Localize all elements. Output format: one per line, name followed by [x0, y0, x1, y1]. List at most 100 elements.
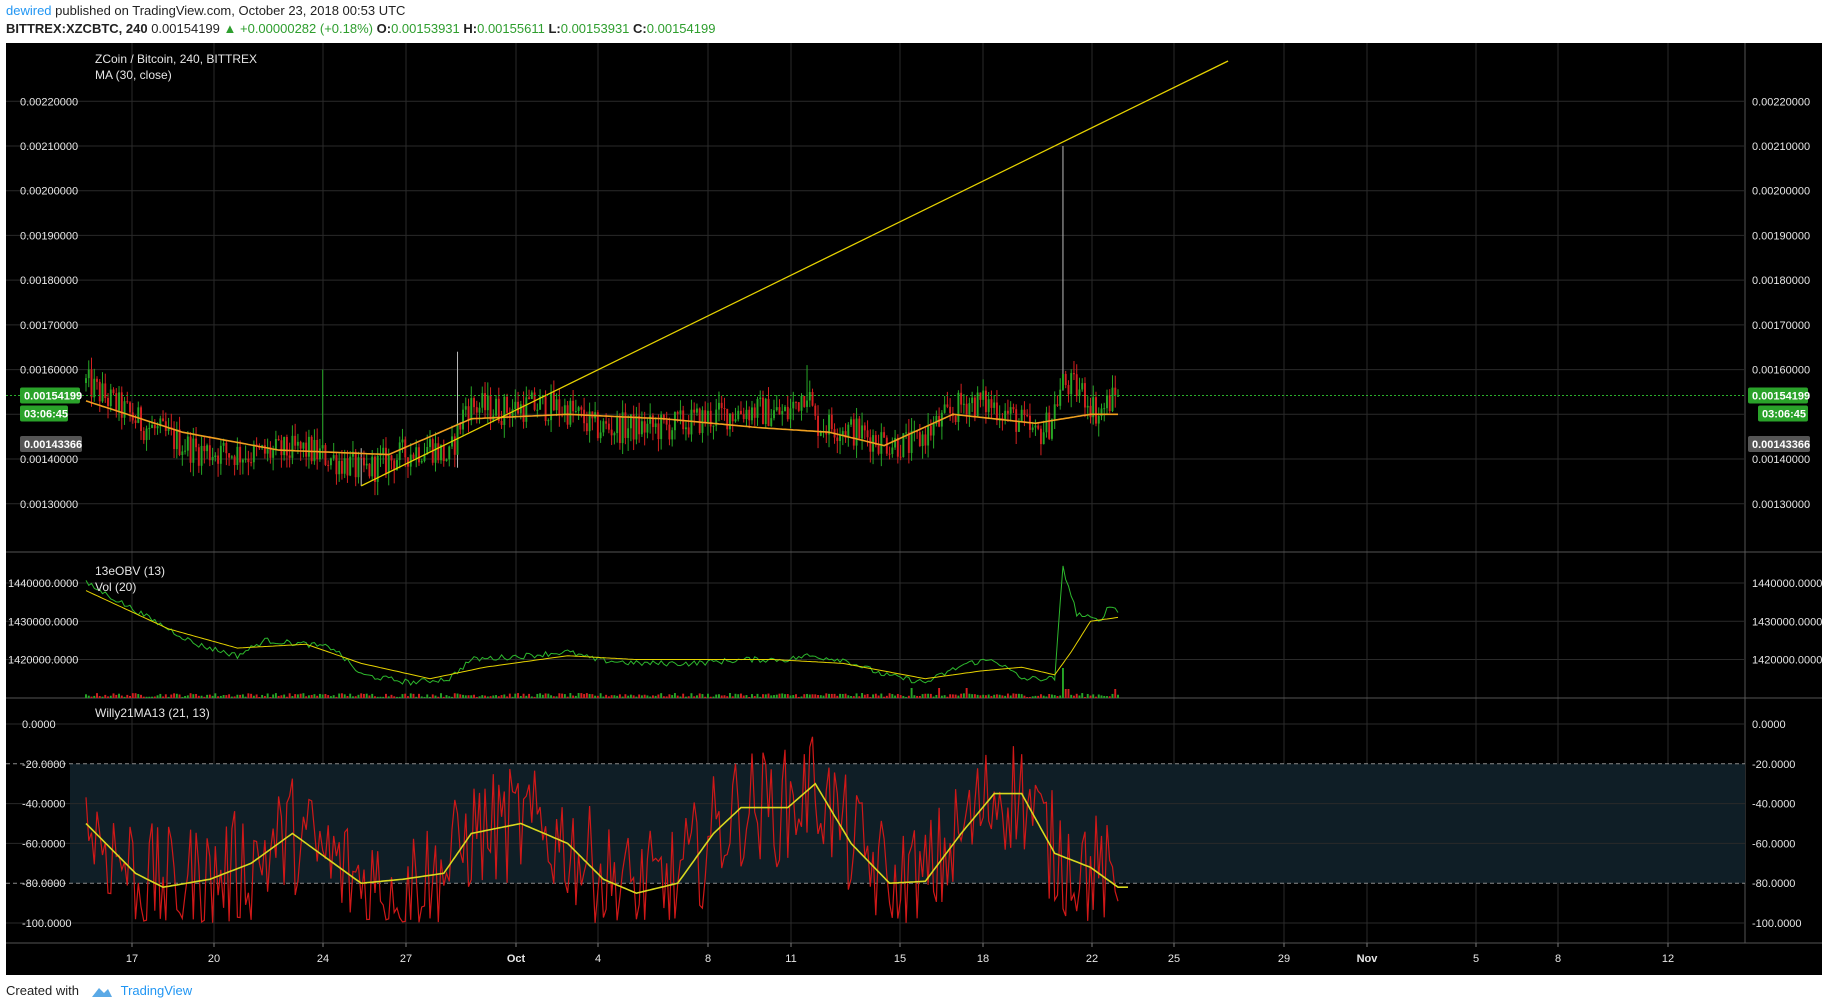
obv-axis-tick-left: 1440000.0000	[8, 578, 78, 590]
volume-bar	[792, 695, 795, 698]
candle-body	[585, 423, 588, 432]
volume-bar	[643, 694, 646, 698]
candle-body	[673, 412, 676, 431]
candle-body	[888, 453, 891, 455]
volume-bar	[607, 696, 610, 698]
volume-bar	[255, 694, 258, 698]
candle-body	[550, 392, 553, 421]
volume-bar	[872, 694, 875, 698]
volume-bar	[797, 696, 800, 698]
candle-body	[467, 406, 470, 421]
candle-body	[280, 440, 283, 456]
volume-bar	[701, 694, 704, 698]
volume-bar	[186, 695, 189, 698]
volume-bar	[473, 694, 475, 698]
volume-bar	[734, 693, 737, 698]
volume-bar	[153, 696, 156, 698]
volume-bar	[365, 693, 368, 698]
volume-bar	[525, 695, 528, 698]
time-axis-tick: 22	[1086, 953, 1098, 965]
candle-body	[874, 435, 877, 446]
volume-bar	[1001, 695, 1004, 698]
candle-body	[175, 429, 178, 450]
volume-bar	[885, 695, 888, 698]
candle-body	[1097, 416, 1100, 424]
volume-bar	[610, 695, 613, 698]
volume-bar	[310, 694, 313, 698]
candle-body	[1042, 432, 1045, 445]
candle-body	[1092, 397, 1095, 418]
candle-body	[104, 383, 107, 399]
volume-bar	[423, 696, 426, 698]
volume-bar	[599, 693, 602, 698]
candle-body	[921, 434, 924, 447]
volume-bar	[123, 696, 126, 698]
candle-body	[924, 434, 927, 446]
candle-body	[891, 447, 894, 455]
volume-bar	[415, 696, 418, 698]
ma-line	[85, 400, 1118, 456]
volume-bar	[550, 695, 553, 698]
candle-body	[792, 401, 795, 409]
candle-body	[368, 463, 371, 477]
last-price-tag-right: 0.00154199	[1752, 391, 1810, 403]
willy-line	[85, 736, 1119, 924]
volume-bar	[676, 695, 679, 698]
candle-body	[775, 407, 778, 411]
volume-bar	[828, 693, 831, 698]
volume-bar	[126, 694, 129, 698]
candle-body	[90, 369, 93, 398]
volume-bar	[968, 693, 971, 698]
candle-body	[973, 397, 976, 417]
candle-body	[167, 427, 170, 431]
last-price-tag-left-bg	[20, 387, 80, 404]
candle-body	[343, 458, 346, 474]
volume-bar	[695, 695, 698, 698]
author-link[interactable]: dewired	[6, 3, 52, 18]
candle-body	[299, 441, 302, 449]
volume-bar	[508, 693, 511, 698]
volume-bar	[726, 696, 729, 698]
volume-bar	[825, 693, 828, 698]
volume-bar	[475, 696, 478, 698]
candle-body	[162, 418, 165, 422]
chart-canvas[interactable]: 0.00220000 0.00220000 0.00210000 0.00210000…	[0, 43, 1828, 975]
candle-body	[277, 439, 280, 441]
candle-body	[935, 416, 938, 424]
candle-body	[968, 403, 971, 415]
candle-body	[624, 412, 627, 438]
volume-bar	[464, 695, 467, 698]
candle-body	[883, 432, 886, 438]
volume-bar	[693, 696, 696, 698]
candle-body	[332, 455, 335, 459]
volume-bar	[340, 693, 343, 698]
candle-body	[885, 437, 888, 454]
time-axis-tick: 8	[705, 953, 711, 965]
volume-bar	[682, 693, 685, 698]
volume-bar	[1097, 694, 1100, 698]
volume-bar	[316, 695, 319, 698]
candle-body	[486, 395, 489, 411]
volume-bar	[891, 694, 894, 698]
candle-body	[109, 389, 112, 407]
candle-body	[762, 397, 764, 425]
time-axis-tick: 27	[400, 953, 412, 965]
candle-body	[514, 401, 517, 410]
willy-pane-title: Willy21MA13 (21, 13)	[95, 706, 210, 720]
candle-body	[795, 401, 797, 403]
candle-body	[184, 450, 187, 452]
candle-body	[995, 402, 998, 421]
candle-body	[800, 395, 803, 411]
volume-bar	[987, 694, 990, 698]
volume-bar	[184, 696, 187, 698]
volume-bar	[679, 696, 682, 698]
tradingview-link[interactable]: TradingView	[120, 983, 193, 998]
willy-axis-tick-right: -20.0000	[1752, 759, 1795, 771]
created-with-text: Created with	[6, 983, 79, 998]
volume-bar	[495, 695, 498, 698]
volume-bar	[118, 693, 120, 698]
candle-body	[869, 437, 872, 452]
volume-bar	[874, 693, 877, 698]
level-tag-right: 0.00143366	[1752, 439, 1810, 451]
volume-bar	[839, 693, 842, 698]
